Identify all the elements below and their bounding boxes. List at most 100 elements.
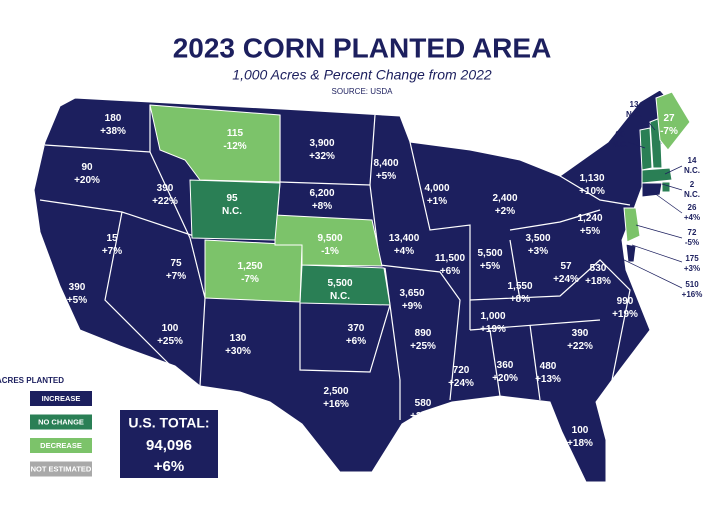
state-change: +8% bbox=[312, 201, 332, 212]
state-change: +5% bbox=[67, 295, 87, 306]
state-change: +19% bbox=[612, 309, 638, 320]
state-acres: 2,400 bbox=[492, 193, 517, 204]
state-change: -7% bbox=[660, 126, 678, 137]
state-change: +22% bbox=[567, 341, 593, 352]
state-acres: 3,500 bbox=[525, 233, 550, 244]
state-acres: 890 bbox=[415, 328, 432, 339]
legend-title: ACRES PLANTED bbox=[0, 376, 64, 385]
state-borders bbox=[39, 105, 631, 420]
state-shape bbox=[641, 182, 663, 198]
state-acres: 75 bbox=[170, 258, 182, 269]
state-acres: 390 bbox=[157, 183, 174, 194]
state-change: +7% bbox=[166, 271, 186, 282]
state-shape bbox=[204, 239, 303, 303]
state-acres: 13,400 bbox=[389, 233, 420, 244]
state-acres: 90 bbox=[616, 130, 625, 139]
state-change: N.C. bbox=[626, 110, 642, 119]
state-shape bbox=[149, 104, 281, 183]
state-acres: 1,240 bbox=[577, 213, 602, 224]
state-change: +4% bbox=[684, 213, 700, 222]
state-acres: 27 bbox=[663, 113, 675, 124]
state-change: +18% bbox=[567, 438, 593, 449]
state-change: N.C. bbox=[222, 206, 242, 217]
state-acres: 9,500 bbox=[317, 233, 342, 244]
state-acres: 100 bbox=[162, 323, 179, 334]
state-acres: 8,400 bbox=[373, 158, 398, 169]
state-change: +9% bbox=[402, 301, 422, 312]
state-change: +24% bbox=[553, 274, 579, 285]
state-change: +20% bbox=[492, 373, 518, 384]
state-acres: 480 bbox=[540, 361, 557, 372]
subtitle: 1,000 Acres & Percent Change from 2022 bbox=[232, 67, 492, 83]
state-change: +16% bbox=[682, 290, 703, 299]
state-acres: 5,500 bbox=[327, 278, 352, 289]
state-change: N.C. bbox=[330, 291, 350, 302]
state-shape bbox=[661, 181, 671, 193]
state-shape bbox=[639, 127, 653, 171]
state-change: -5% bbox=[685, 238, 699, 247]
state-change: +13% bbox=[535, 374, 561, 385]
state-acres: 390 bbox=[572, 328, 589, 339]
state-acres: 1,550 bbox=[507, 281, 532, 292]
state-change: +5% bbox=[480, 261, 500, 272]
state-change: +8% bbox=[510, 294, 530, 305]
state-change: +6% bbox=[440, 266, 460, 277]
state-change: N.C. bbox=[612, 140, 628, 149]
state-acres: 72 bbox=[688, 228, 697, 237]
state-acres: 4,000 bbox=[424, 183, 449, 194]
state-change: -1% bbox=[321, 246, 339, 257]
legend-label: INCREASE bbox=[42, 394, 81, 403]
state-acres: 180 bbox=[105, 113, 122, 124]
state-change: +1% bbox=[427, 196, 447, 207]
total-change: +6% bbox=[154, 458, 184, 475]
state-acres: 5,500 bbox=[477, 248, 502, 259]
state-shape bbox=[623, 207, 641, 243]
state-acres: 3,650 bbox=[399, 288, 424, 299]
state-acres: 1,130 bbox=[579, 173, 604, 184]
state-change: +4% bbox=[394, 246, 414, 257]
state-acres: 720 bbox=[453, 365, 470, 376]
legend-label: DECREASE bbox=[40, 441, 82, 450]
state-acres: 390 bbox=[69, 282, 86, 293]
state-change: +7% bbox=[102, 246, 122, 257]
state-acres: 26 bbox=[688, 203, 697, 212]
state-change: N.C. bbox=[684, 190, 700, 199]
state-change: +29% bbox=[410, 411, 436, 422]
state-acres: 2 bbox=[690, 180, 695, 189]
state-change: -12% bbox=[223, 141, 246, 152]
state-change: +3% bbox=[528, 246, 548, 257]
source: SOURCE: USDA bbox=[332, 87, 394, 96]
state-acres: 360 bbox=[497, 360, 514, 371]
state-acres: 6,200 bbox=[309, 188, 334, 199]
state-change: +24% bbox=[448, 378, 474, 389]
state-change: +5% bbox=[580, 226, 600, 237]
state-change: +32% bbox=[309, 151, 335, 162]
state-acres: 990 bbox=[617, 296, 634, 307]
state-shape bbox=[655, 91, 691, 151]
legend-swatch bbox=[30, 391, 92, 406]
state-acres: 510 bbox=[685, 280, 699, 289]
state-acres: 100 bbox=[572, 425, 589, 436]
state-change: +3% bbox=[684, 264, 700, 273]
legend-label: NO CHANGE bbox=[38, 417, 84, 426]
state-acres: 175 bbox=[685, 254, 699, 263]
state-change: +2% bbox=[495, 206, 515, 217]
state-acres: 530 bbox=[590, 263, 607, 274]
state-change: +22% bbox=[152, 196, 178, 207]
total-acres: 94,096 bbox=[146, 437, 192, 454]
state-change: +25% bbox=[157, 336, 183, 347]
state-acres: 15 bbox=[106, 233, 118, 244]
total-box bbox=[120, 410, 218, 478]
state-change: -7% bbox=[241, 274, 259, 285]
leader-lines bbox=[619, 111, 683, 289]
state-acres: 2,500 bbox=[323, 386, 348, 397]
state-shape bbox=[641, 167, 673, 184]
legend-label: NOT ESTIMATED bbox=[31, 464, 92, 473]
legend-swatch bbox=[30, 461, 92, 477]
state-change: +16% bbox=[323, 399, 349, 410]
state-change: +18% bbox=[585, 276, 611, 287]
state-acres: 1,250 bbox=[237, 261, 262, 272]
state-acres: 130 bbox=[230, 333, 247, 344]
state-shape bbox=[189, 179, 281, 241]
